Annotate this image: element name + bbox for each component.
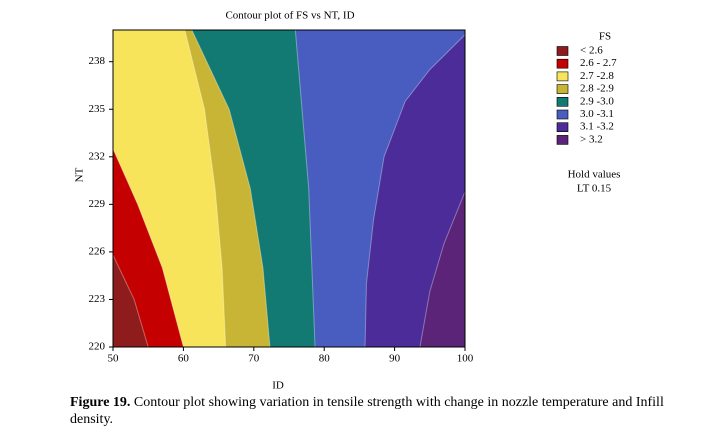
contour-region xyxy=(113,255,149,347)
legend-label: 2.8 -2.9 xyxy=(580,83,614,95)
y-tick-label: 238 xyxy=(89,55,106,67)
legend-label: 2.7 -2.8 xyxy=(580,70,614,82)
y-tick-label: 229 xyxy=(89,198,106,210)
y-tick-label: 226 xyxy=(89,245,106,257)
caption: Figure 19. Contour plot showing variatio… xyxy=(70,394,685,428)
plot-border xyxy=(112,29,466,348)
legend-label: 3.0 -3.1 xyxy=(580,108,614,120)
x-tick-label: 100 xyxy=(457,353,474,365)
legend-swatch xyxy=(556,135,569,145)
legend-title: FS xyxy=(599,31,611,43)
legend-swatch xyxy=(556,46,569,56)
x-tick-label: 90 xyxy=(389,353,401,365)
legend-label: 3.1 -3.2 xyxy=(580,121,614,133)
legend-swatch xyxy=(556,84,569,94)
x-tick-label: 50 xyxy=(108,353,120,365)
plot-area xyxy=(113,30,465,347)
contour-line xyxy=(419,191,465,347)
contour-line xyxy=(184,30,227,347)
hold-text: LT 0.15 xyxy=(577,183,612,195)
y-tick-label: 235 xyxy=(89,103,106,115)
legend-label: > 3.2 xyxy=(580,133,603,145)
legend-label: < 2.6 xyxy=(580,45,603,57)
contour-line xyxy=(364,34,465,347)
legend-label: 2.6 - 2.7 xyxy=(580,57,617,69)
contour-line xyxy=(113,148,184,347)
legend-label: 2.9 -3.0 xyxy=(580,95,614,107)
legend-swatch xyxy=(556,58,569,69)
x-tick-label: 60 xyxy=(178,353,190,365)
y-tick-label: 220 xyxy=(89,341,106,353)
contour-line xyxy=(294,30,316,347)
chart: Contour plot of FS vs NT, ID ID NT FS Ho… xyxy=(74,10,621,390)
x-axis-label: ID xyxy=(272,380,284,390)
legend-swatch xyxy=(556,97,569,107)
x-tick-label: 80 xyxy=(319,353,331,365)
legend-swatch xyxy=(556,71,569,82)
x-tick-label: 70 xyxy=(248,353,260,365)
hold-title: Hold values xyxy=(568,169,621,181)
caption-text: Contour plot showing variation in tensil… xyxy=(70,395,664,427)
chart-title: Contour plot of FS vs NT, ID xyxy=(225,10,354,22)
y-tick-label: 232 xyxy=(89,150,106,162)
y-tick-label: 223 xyxy=(89,293,106,305)
contour-line xyxy=(191,30,271,347)
legend-swatch xyxy=(556,109,569,120)
contour-line xyxy=(113,254,149,347)
caption-label: Figure 19. xyxy=(70,395,131,410)
y-axis-label: NT xyxy=(74,167,86,182)
legend-swatch xyxy=(556,122,569,132)
